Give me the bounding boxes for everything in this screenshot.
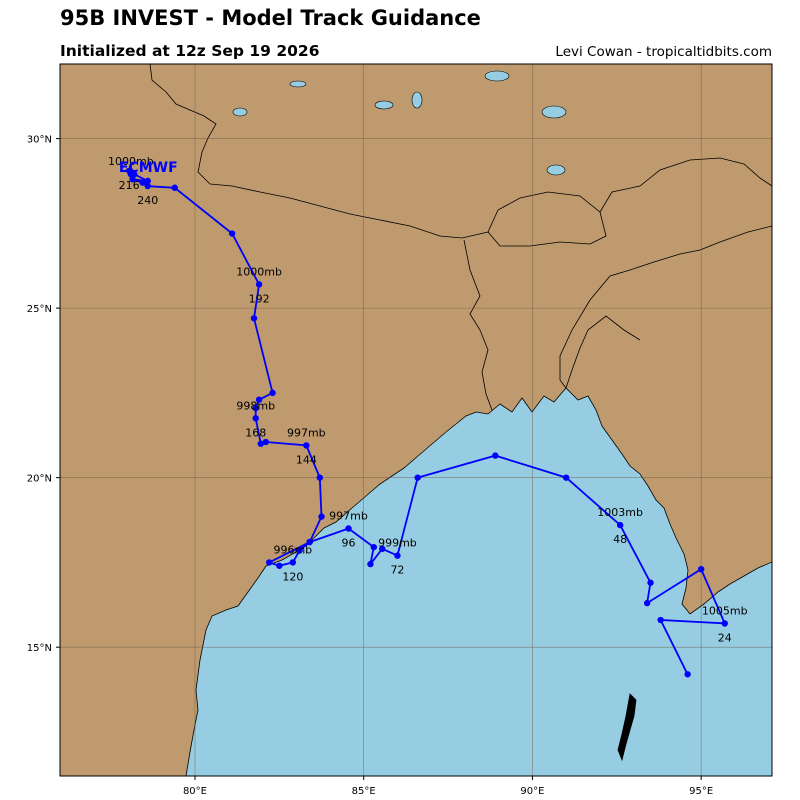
page-title: 95B INVEST - Model Track Guidance — [60, 6, 481, 30]
track-point — [144, 177, 151, 185]
grid-lines — [60, 64, 772, 776]
lon-tick-label: 95°E — [689, 786, 713, 797]
forecast-hour-label: 120 — [282, 570, 303, 583]
lat-tick-label: 25°N — [27, 304, 52, 315]
track-point — [562, 474, 570, 481]
lon-tick-label: 80°E — [183, 786, 207, 797]
track-point — [616, 521, 624, 529]
northeast-boundary — [559, 225, 772, 389]
track-point — [127, 170, 135, 178]
pressure-label: 998mb — [236, 399, 275, 412]
track-point — [647, 579, 654, 586]
track-point — [289, 559, 297, 566]
lake — [541, 105, 567, 119]
track-point — [276, 562, 283, 569]
track-point — [171, 184, 178, 191]
track-point — [250, 315, 258, 322]
pressure-label: 1003mb — [597, 506, 643, 519]
himalaya-boundary — [149, 64, 772, 239]
lake — [411, 91, 423, 109]
track-point — [643, 599, 651, 607]
track-point — [144, 182, 151, 190]
pressure-label: 999mb — [378, 537, 417, 550]
lake — [374, 100, 394, 110]
track-point — [252, 415, 259, 422]
lake — [484, 70, 510, 82]
forecast-hour-label: 192 — [249, 292, 270, 305]
forecast-hour-label: 168 — [245, 426, 266, 439]
forecast-hour-label: 144 — [296, 453, 317, 466]
axis-ticks: 80°E 85°E 90°E 95°E 15°N 20°N 25°N 30°N — [27, 135, 713, 797]
init-time: Initialized at 12z Sep 19 2026 — [60, 42, 320, 60]
pressure-label: 997mb — [287, 426, 326, 439]
pressure-label: 1000mb — [236, 265, 282, 278]
track-point — [257, 440, 264, 447]
forecast-hour-label: 48 — [613, 533, 627, 546]
track-point — [492, 452, 499, 459]
lake — [289, 80, 307, 88]
track-point — [370, 543, 378, 551]
track-point — [252, 404, 259, 412]
map-frame — [59, 63, 773, 777]
lat-tick-label: 15°N — [27, 643, 52, 654]
track-labels: 1005mb 24 1003mb 48 999mb 72 997mb 96 996mb 120 99… — [108, 155, 748, 644]
track-point — [306, 538, 313, 546]
lon-tick-label: 90°E — [520, 786, 544, 797]
track-point — [262, 438, 270, 446]
track-point — [367, 560, 374, 568]
track-point — [394, 552, 401, 559]
lake — [232, 107, 248, 117]
pressure-label: 1000mb — [108, 155, 154, 168]
credit-text: Levi Cowan - tropicaltidbits.com — [555, 44, 772, 60]
pressure-label: 996mb — [273, 543, 312, 556]
lake — [546, 164, 566, 176]
track-point — [296, 547, 303, 554]
track-point — [316, 474, 324, 481]
forecast-hour-label: 24 — [718, 631, 732, 644]
lat-tick-label: 20°N — [27, 474, 52, 485]
forecast-hour-label: 96 — [342, 536, 356, 549]
track-point — [318, 513, 325, 520]
model-label: ECMWF — [119, 160, 178, 176]
track-point — [228, 230, 236, 237]
pressure-label: 1005mb — [702, 604, 748, 617]
track-point — [414, 474, 421, 481]
forecast-hour-label: 72 — [390, 564, 404, 577]
bangladesh-boundary — [463, 211, 641, 411]
bay-of-bengal — [185, 387, 772, 776]
track-point — [266, 559, 273, 566]
track-point — [657, 616, 664, 624]
track-point — [379, 545, 386, 553]
lon-tick-label: 85°E — [352, 786, 376, 797]
track-points — [125, 167, 728, 678]
track-point — [345, 525, 352, 532]
track-point — [139, 179, 146, 186]
lat-tick-label: 30°N — [27, 135, 52, 146]
track-point — [269, 389, 276, 397]
track-point — [303, 442, 310, 449]
track-point — [255, 396, 263, 403]
forecast-hour-label: 216 — [119, 179, 140, 192]
pressure-label: 997mb — [329, 509, 368, 522]
forecast-hour-label: 240 — [137, 194, 158, 207]
track-point — [721, 620, 728, 627]
track-point — [255, 281, 263, 288]
track-point — [697, 565, 705, 573]
track-point — [129, 176, 136, 183]
track-point — [684, 671, 691, 678]
andaman-islands — [617, 693, 637, 762]
